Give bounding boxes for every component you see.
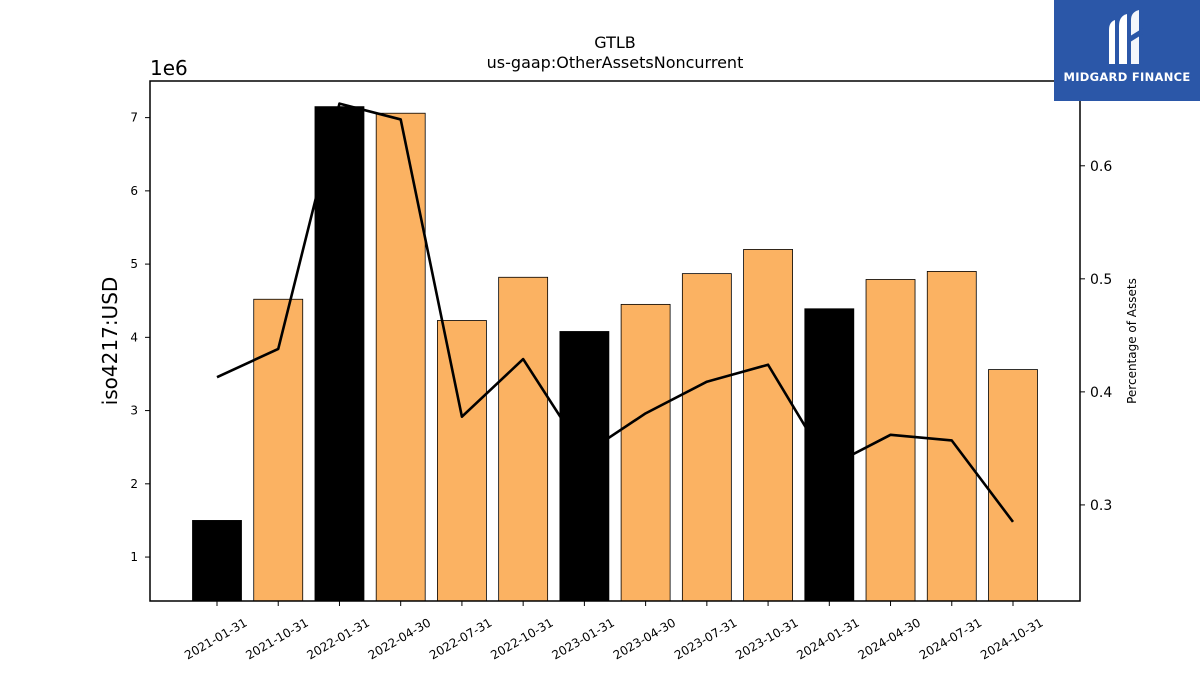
y-tick-label: 6 [130, 184, 138, 198]
chart-subtitle: us-gaap:OtherAssetsNoncurrent [487, 53, 744, 72]
y2-axis-label: Percentage of Assets [1125, 278, 1139, 404]
x-tick-label: 2023-10-31 [733, 615, 800, 662]
bar-2023-01-31 [559, 331, 610, 602]
x-tick-label: 2021-01-31 [182, 615, 249, 662]
y-tick-label: 5 [130, 257, 138, 271]
plot-frame [149, 80, 1081, 602]
line-series-percentage [216, 102, 1015, 523]
y-tick-label: 4 [130, 330, 138, 344]
bar-2022-10-31 [498, 276, 549, 602]
x-tick-label: 2023-01-31 [549, 615, 616, 662]
y2-tick-label: 0.3 [1090, 498, 1112, 514]
bar-2022-01-31 [314, 106, 365, 602]
y-axis-label: iso4217:USD [98, 277, 122, 406]
x-tick-label: 2024-04-30 [856, 615, 923, 662]
y-tick-label: 7 [130, 111, 138, 125]
x-tick-label: 2022-10-31 [488, 615, 555, 662]
bar-2022-07-31 [437, 320, 487, 602]
y-tick-label: 1 [130, 550, 138, 564]
x-tick-label: 2021-10-31 [243, 615, 310, 662]
y-offset-label: 1e6 [150, 56, 188, 80]
bar-2022-04-30 [375, 112, 426, 602]
x-tick-label: 2022-01-31 [305, 615, 372, 662]
y2-tick-label: 0.4 [1090, 385, 1112, 401]
y2-tick-label: 0.5 [1090, 272, 1112, 288]
bar-2024-04-30 [865, 279, 916, 602]
y2-tick-label: 0.6 [1090, 159, 1112, 175]
x-tick-label: 2024-07-31 [917, 615, 984, 662]
x-tick-label: 2023-07-31 [672, 615, 739, 662]
x-tick-label: 2023-04-30 [611, 615, 678, 662]
bar-2023-10-31 [743, 249, 793, 602]
bar-2021-01-31 [192, 520, 242, 602]
midgard-logo-icon [1109, 10, 1143, 64]
logo-text: MIDGARD FINANCE [1063, 70, 1191, 84]
bar-2023-04-30 [620, 303, 671, 602]
x-tick-label: 2022-04-30 [366, 615, 433, 662]
bar-2024-10-31 [988, 369, 1038, 602]
x-tick-label: 2022-07-31 [427, 615, 494, 662]
bar-2024-07-31 [926, 271, 977, 602]
y-tick-label: 2 [130, 477, 138, 491]
bar-2024-01-31 [804, 308, 855, 602]
brand-logo: MIDGARD FINANCE [1054, 0, 1200, 101]
chart-title: GTLB [594, 33, 636, 52]
bar-2023-07-31 [681, 273, 732, 602]
y-tick-label: 3 [130, 404, 138, 418]
x-tick-label: 2024-01-31 [794, 615, 861, 662]
x-tick-label: 2024-10-31 [978, 615, 1045, 662]
